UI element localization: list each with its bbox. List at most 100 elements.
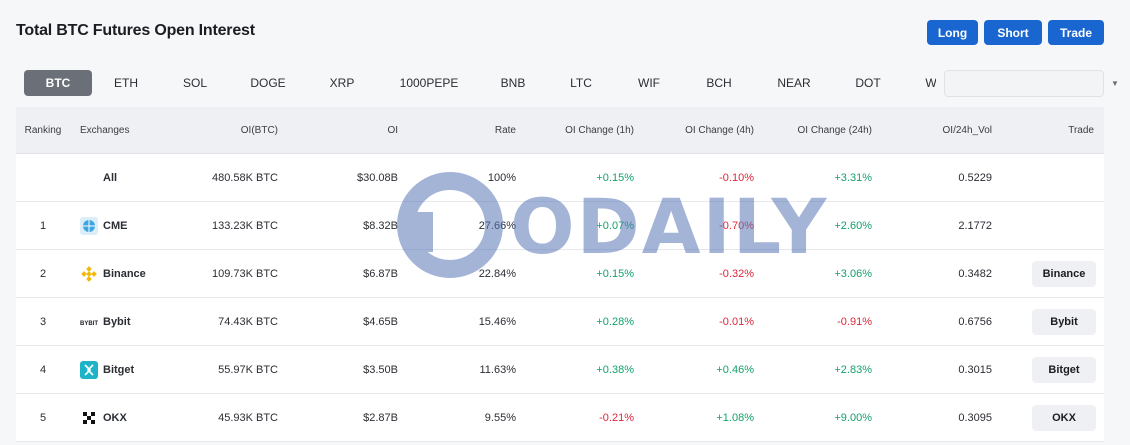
- oi-change-1h: -0.21%: [599, 411, 634, 424]
- trade-bitget-button[interactable]: Bitget: [1032, 356, 1096, 383]
- long-button[interactable]: Long: [927, 20, 978, 45]
- tab-doge[interactable]: DOGE: [250, 76, 286, 90]
- exchange-cell: All: [80, 154, 200, 201]
- action-buttons: Long Short Trade: [927, 20, 1104, 45]
- exchange-cell: Bitget: [80, 346, 200, 393]
- oi-change-4h: -0.70%: [719, 219, 754, 232]
- exchange-cell: Binance: [80, 250, 200, 297]
- table-row: 3 BYBIT Bybit 74.43K BTC $4.65B 15.46% +…: [16, 298, 1104, 346]
- table-row: 1 CME 133.23K BTC $8.32B 27.66% +0.07% -…: [16, 202, 1104, 250]
- rank: 2: [39, 267, 47, 280]
- oi-change-4h: -0.01%: [719, 315, 754, 328]
- oi-usd: $30.08B: [357, 171, 398, 184]
- oi-change-24h: +9.00%: [834, 411, 872, 424]
- tab-w[interactable]: W: [925, 76, 936, 90]
- binance-icon: [80, 265, 98, 283]
- table-row: 5 OKX 45.93K BTC $2.87B 9.55% -0.21% +1.…: [16, 394, 1104, 442]
- oi-vol-ratio: 0.3095: [958, 411, 992, 424]
- okx-icon: [80, 409, 98, 427]
- oi-vol-ratio: 0.3015: [958, 363, 992, 376]
- rate: 22.84%: [478, 267, 516, 280]
- table-row: 2 Binance 109.73K BTC $6.87B 22.84% +0.1…: [16, 250, 1104, 298]
- search-input[interactable]: [956, 71, 1111, 96]
- oi-btc: 45.93K BTC: [218, 411, 278, 424]
- rank: 5: [39, 411, 47, 424]
- oi-vol-ratio: 0.3482: [958, 267, 992, 280]
- oi-change-24h: +3.06%: [834, 267, 872, 280]
- tab-ltc[interactable]: LTC: [570, 76, 592, 90]
- tab-xrp[interactable]: XRP: [329, 76, 355, 90]
- tab-wif[interactable]: WIF: [638, 76, 660, 90]
- oi-change-4h: -0.32%: [719, 267, 754, 280]
- exchange-cell: CME: [80, 202, 200, 249]
- oi-btc: 74.43K BTC: [218, 315, 278, 328]
- cme-icon: [80, 216, 98, 235]
- oi-change-1h: +0.15%: [596, 171, 634, 184]
- bitget-icon: [80, 360, 98, 379]
- exchange-name: Bitget: [103, 363, 135, 376]
- trade-binance-button[interactable]: Binance: [1032, 260, 1096, 287]
- trade-button[interactable]: Trade: [1048, 20, 1104, 45]
- page-title: Total BTC Futures Open Interest: [16, 22, 255, 39]
- oi-change-24h: -0.91%: [837, 315, 872, 328]
- rate: 15.46%: [478, 315, 516, 328]
- oi-vol-ratio: 0.5229: [958, 171, 992, 184]
- exchange-name: All: [103, 171, 118, 184]
- exchange-name: CME: [103, 219, 128, 232]
- oi-usd: $3.50B: [363, 363, 398, 376]
- trade-cell: OKX: [1006, 394, 1096, 441]
- svg-text:BYBIT: BYBIT: [80, 321, 98, 327]
- oi-btc: 133.23K BTC: [211, 219, 278, 232]
- rank: [16, 154, 70, 201]
- col-oi: OI: [387, 124, 398, 136]
- coin-tabs: BTC ETH SOL DOGE XRP 1000PEPE BNB LTC WIF BCH NEAR…: [24, 70, 936, 96]
- tab-sol[interactable]: SOL: [182, 76, 208, 90]
- oi-usd: $4.65B: [363, 315, 398, 328]
- oi-usd: $8.32B: [363, 219, 398, 232]
- tab-near[interactable]: NEAR: [777, 76, 811, 90]
- oi-change-1h: +0.07%: [596, 219, 634, 232]
- rank: 3: [39, 315, 47, 328]
- trade-cell: Bybit: [1006, 298, 1096, 345]
- col-trade: Trade: [1068, 124, 1094, 136]
- short-button[interactable]: Short: [984, 20, 1042, 45]
- bybit-icon: BYBIT: [80, 313, 98, 331]
- exchange-cell: OKX: [80, 394, 200, 441]
- oi-change-1h: +0.15%: [596, 267, 634, 280]
- col-oi-24h: OI Change (24h): [797, 124, 873, 136]
- coin-search[interactable]: ▼: [944, 70, 1119, 97]
- tab-btc[interactable]: BTC: [24, 70, 92, 96]
- rate: 9.55%: [484, 411, 516, 424]
- col-exchanges: Exchanges: [80, 124, 130, 136]
- trade-okx-button[interactable]: OKX: [1032, 404, 1096, 431]
- chevron-down-icon[interactable]: ▼: [1111, 79, 1119, 88]
- oi-change-1h: +0.38%: [596, 363, 634, 376]
- oi-change-4h: -0.10%: [719, 171, 754, 184]
- table-row: All 480.58K BTC $30.08B 100% +0.15% -0.1…: [16, 154, 1104, 202]
- col-oi-4h: OI Change (4h): [685, 124, 754, 136]
- rate: 11.63%: [479, 363, 517, 376]
- exchange-name: Bybit: [103, 315, 131, 328]
- oi-btc: 109.73K BTC: [211, 267, 278, 280]
- rank: 4: [39, 363, 47, 376]
- oi-change-4h: +0.46%: [716, 363, 754, 376]
- oi-btc: 480.58K BTC: [211, 171, 278, 184]
- oi-change-24h: +2.60%: [834, 219, 872, 232]
- oi-btc: 55.97K BTC: [218, 363, 278, 376]
- tab-dot[interactable]: DOT: [855, 76, 881, 90]
- trade-bybit-button[interactable]: Bybit: [1032, 308, 1096, 335]
- exchange-name: Binance: [103, 267, 146, 280]
- trade-cell: Bitget: [1006, 346, 1096, 393]
- tab-1000pepe[interactable]: 1000PEPE: [399, 76, 459, 90]
- oi-usd: $2.87B: [363, 411, 398, 424]
- col-rate: Rate: [494, 124, 516, 136]
- exchange-name: OKX: [103, 411, 127, 424]
- rank: 1: [39, 219, 47, 232]
- table-row: 4 Bitget 55.97K BTC $3.50B 11.63% +0.38%…: [16, 346, 1104, 394]
- col-oi-btc: OI(BTC): [240, 124, 278, 136]
- tab-bnb[interactable]: BNB: [500, 76, 526, 90]
- rate: 100%: [487, 171, 516, 184]
- col-oi-vol: OI/24h_Vol: [942, 124, 992, 136]
- tab-bch[interactable]: BCH: [706, 76, 732, 90]
- tab-eth[interactable]: ETH: [114, 76, 138, 90]
